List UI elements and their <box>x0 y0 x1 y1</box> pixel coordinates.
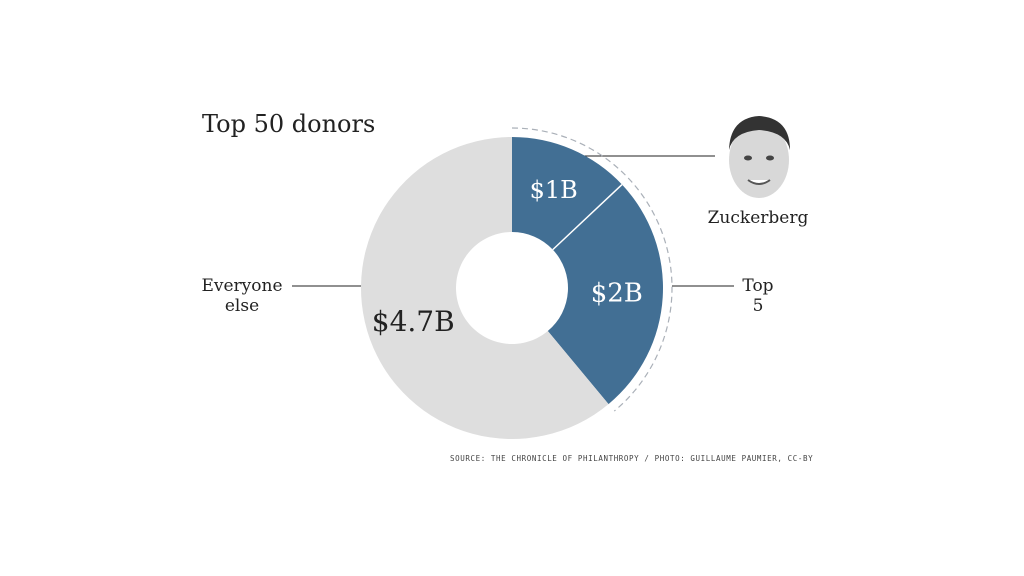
pie-slice <box>547 184 663 405</box>
slice-separator <box>552 183 623 251</box>
source-note: SOURCE: THE CHRONICLE OF PHILANTHROPY / … <box>450 454 814 463</box>
category-label: Everyone else <box>201 276 283 316</box>
category-label: Zuckerberg <box>707 208 809 228</box>
value-label: $2B <box>591 278 643 308</box>
value-label: $4.7B <box>372 305 455 338</box>
photo <box>729 116 790 198</box>
pie-slice <box>512 137 622 250</box>
value-label: $1B <box>530 176 578 204</box>
pie-slice <box>361 137 609 439</box>
chart-title: Top 50 donors <box>202 110 376 138</box>
group-bracket <box>511 127 673 412</box>
category-label: Top 5 <box>742 276 774 316</box>
